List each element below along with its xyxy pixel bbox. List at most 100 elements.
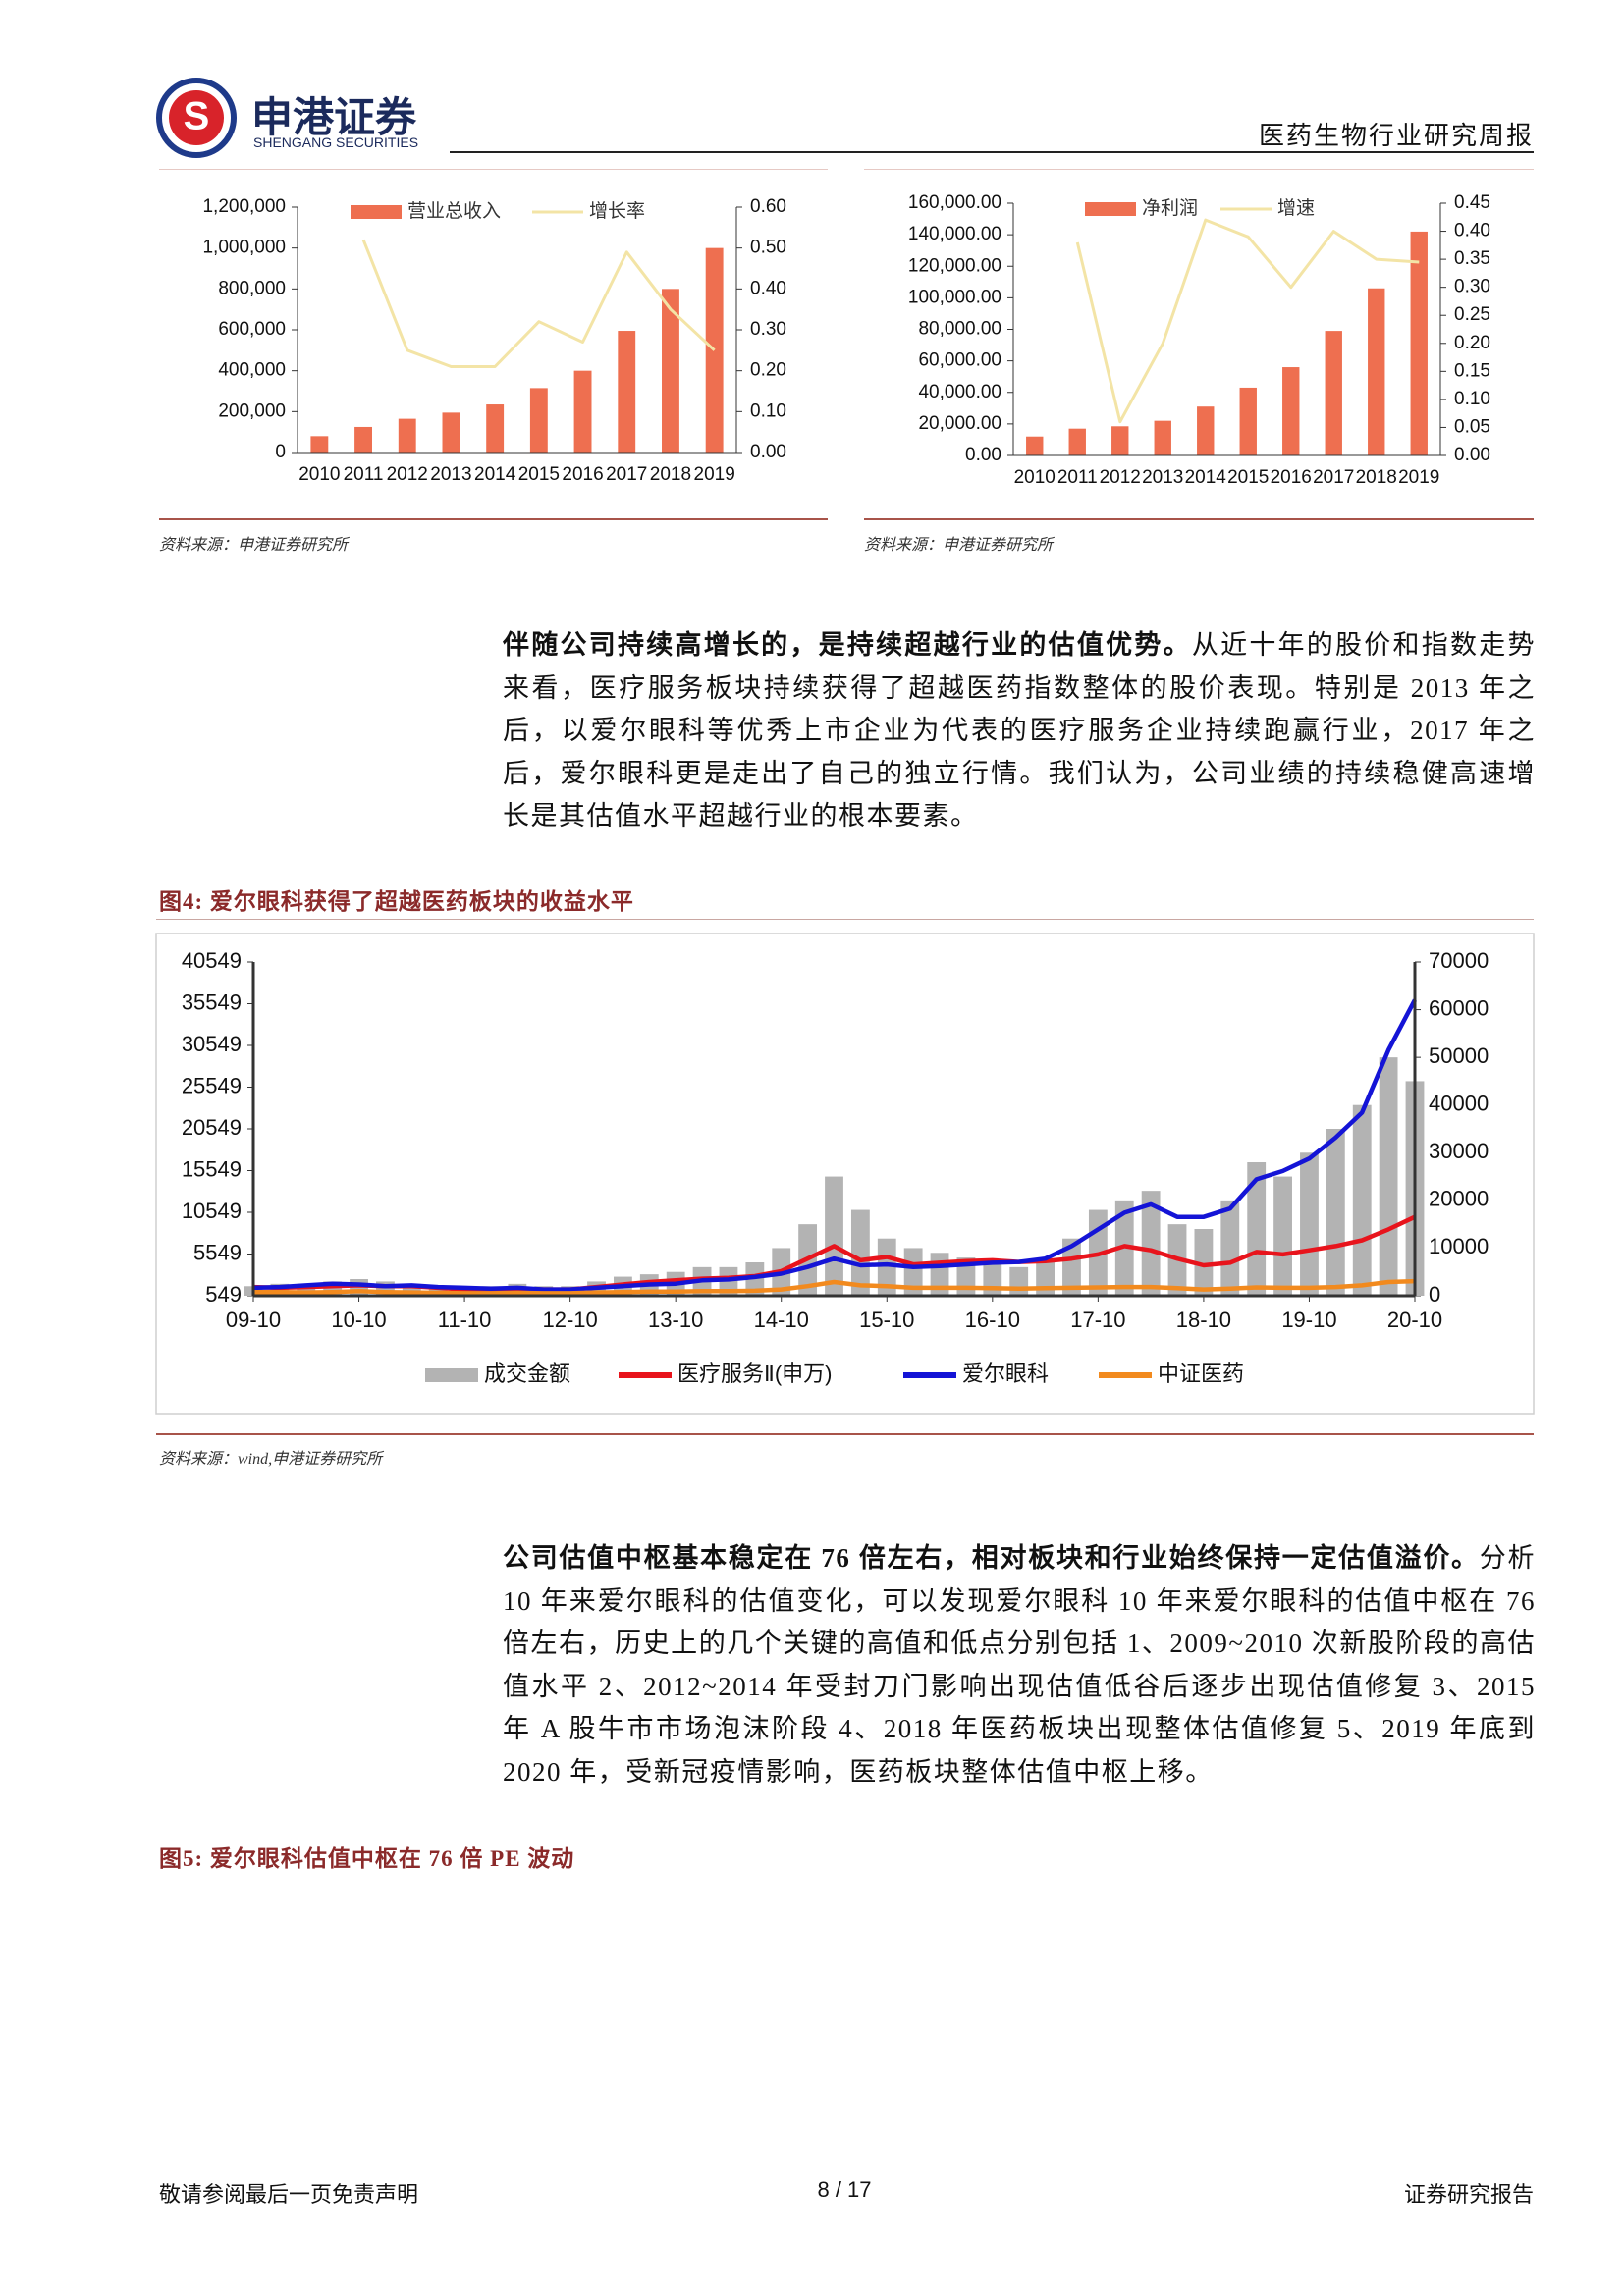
y2-tick-label: 0.40 [750,278,786,298]
legend-label: 医疗服务Ⅱ(申万) [677,1362,832,1386]
source-note: 资料来源：申港证券研究所 [159,537,349,554]
x-tick-label: 2011 [344,464,384,485]
y-tick-label: 140,000.00 [908,224,1001,244]
y2-tick-label: 0.50 [750,238,786,258]
y-tick-label: 10549 [182,1199,242,1223]
bar [1194,1229,1214,1296]
x-tick-label: 2010 [1014,467,1056,488]
source-note: 资料来源：wind,申港证券研究所 [159,1451,383,1468]
x-tick-label: 2016 [562,464,603,485]
bar [1220,1200,1240,1296]
y-tick-label: 800,000 [218,278,286,298]
y2-tick-label: 0.45 [1454,192,1490,213]
report-type: 医药生物行业研究周报 [1258,122,1534,150]
bar [1197,406,1215,455]
y2-tick-label: 40000 [1429,1092,1489,1116]
x-tick-label: 17-10 [1070,1308,1125,1332]
x-tick-label: 2016 [1271,467,1312,488]
y-tick-label: 20,000.00 [918,413,1001,434]
x-tick-label: 14-10 [754,1308,809,1332]
x-tick-label: 11-10 [438,1308,492,1332]
figure-bottom-rule [156,1433,1534,1435]
chart-top-rule [864,169,1534,170]
bar [1239,387,1257,455]
bar [486,404,505,453]
bar [1009,1266,1029,1296]
legend-label: 营业总收入 [407,200,501,222]
bar [618,331,636,453]
logo-mark: S [184,95,210,138]
x-tick-label: 2013 [430,464,471,485]
footer-label: 证券研究报告 [1403,2182,1534,2207]
line-series [252,998,1417,1292]
chart-bottom-rule [159,518,828,520]
x-tick-label: 2015 [518,464,560,485]
bar [354,426,372,453]
x-tick-label: 2019 [694,464,735,485]
bar [1379,1057,1398,1296]
y2-tick-label: 0.05 [1454,416,1490,437]
x-tick-label: 10-10 [331,1308,386,1332]
y2-tick-label: 0.40 [1454,221,1490,241]
x-tick-label: 2011 [1057,467,1098,488]
bar [1026,436,1044,455]
paragraph: 伴随公司持续高增长的，是持续超越行业的估值优势。从近十年的股价和指数走势来看，医… [503,624,1536,838]
legend-label: 中证医药 [1158,1362,1244,1386]
legend-label: 成交金额 [484,1362,570,1386]
footer-disclaimer: 敬请参阅最后一页免责声明 [159,2182,419,2207]
y2-tick-label: 0.00 [1454,445,1490,465]
y-tick-label: 600,000 [218,319,286,340]
x-tick-label: 12-10 [542,1308,597,1332]
legend-label: 爱尔眼科 [962,1362,1049,1386]
bar [662,289,679,453]
y-tick-label: 400,000 [218,360,286,381]
bar [310,436,329,453]
source-note: 资料来源：申港证券研究所 [864,537,1054,554]
figure-frame [155,933,1535,1415]
chart-top-rule [159,169,828,170]
paragraph: 公司估值中枢基本稳定在 76 倍左右，相对板块和行业始终保持一定估值溢价。分析 … [503,1537,1536,1794]
figure-rule [156,919,1534,920]
line-series [361,239,716,368]
bar [1068,428,1086,455]
bar [1111,426,1129,455]
x-tick-label: 2012 [1100,467,1141,488]
figure-title: 图5: 爱尔眼科估值中枢在 76 倍 PE 波动 [159,1846,575,1871]
y-tick-label: 200,000 [218,400,286,421]
y-tick-label: 1,200,000 [202,196,286,217]
logo-text: 申港证券 [251,93,417,141]
y2-tick-label: 0.15 [1454,360,1490,381]
legend-swatch [351,205,402,219]
y2-tick-label: 20000 [1429,1187,1489,1211]
y2-tick-label: 0.20 [750,360,786,381]
bar [1410,231,1428,455]
y2-tick-label: 10000 [1429,1234,1489,1258]
x-tick-label: 20-10 [1387,1308,1442,1332]
x-tick-label: 16-10 [965,1308,1020,1332]
y2-tick-label: 60000 [1429,995,1489,1020]
y-tick-label: 0 [275,442,286,462]
logo-subtext: SHENGANG SECURITIES [253,134,419,150]
y-tick-label: 0.00 [965,445,1001,465]
x-tick-label: 09-10 [226,1308,281,1332]
x-tick-label: 18-10 [1176,1308,1231,1332]
bar [850,1209,870,1296]
y-tick-label: 5549 [193,1240,242,1264]
bar [705,247,724,453]
legend-label: 增长率 [589,200,645,222]
bar [983,1262,1002,1296]
y2-tick-label: 0.00 [750,442,786,462]
y-tick-label: 1,000,000 [202,238,286,258]
bar [1368,288,1385,455]
y2-tick-label: 70000 [1429,948,1489,973]
x-tick-label: 15-10 [859,1308,914,1332]
x-tick-label: 19-10 [1281,1308,1336,1332]
x-tick-label: 2010 [298,464,340,485]
y2-tick-label: 0.25 [1454,304,1490,325]
y-tick-label: 549 [205,1282,242,1307]
x-tick-label: 2014 [1185,467,1227,488]
bar [1352,1104,1372,1296]
bar [1062,1238,1081,1296]
y-tick-label: 30549 [182,1032,242,1056]
